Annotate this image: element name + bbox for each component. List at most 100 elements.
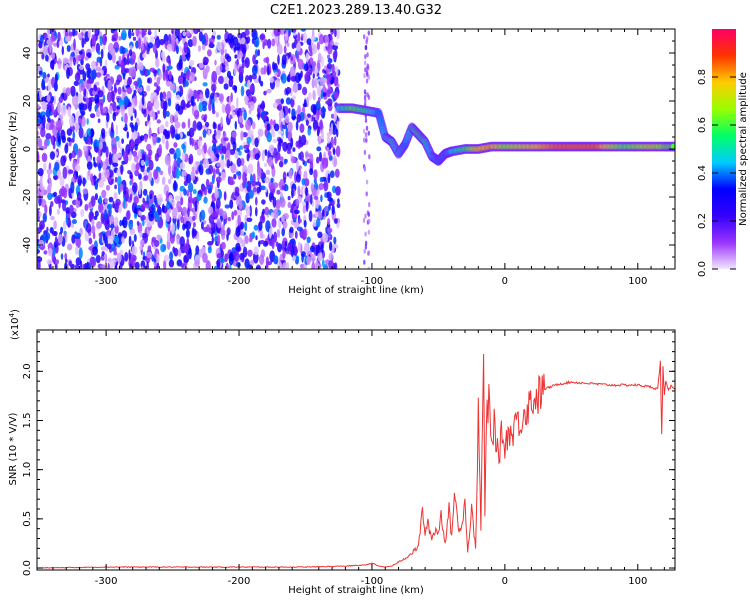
spectrogram-noise-cell: [304, 74, 310, 85]
spectrogram-noise-cell: [54, 73, 58, 84]
spectrogram-noise-cell: [148, 29, 151, 34]
spectrogram-noise-cell: [75, 245, 79, 256]
spectrogram-noise-cell: [111, 37, 117, 42]
spectrogram-noise-cell: [147, 42, 154, 49]
spectrogram-noise-cell: [271, 131, 276, 138]
spectrogram-noise-cell: [161, 50, 165, 59]
spectrogram-noise-cell: [107, 262, 110, 269]
spectrogram-noise-cell: [67, 137, 72, 142]
spectrogram-noise-cell: [148, 120, 151, 128]
spectrogram-noise-cell: [278, 138, 283, 144]
spectrogram-noise-cell: [251, 29, 258, 41]
spectrogram-noise-cell: [182, 31, 187, 37]
spectrogram-noise-cell: [64, 144, 69, 154]
spectrogram-noise-cell: [168, 259, 175, 268]
spectrogram-noise-cell: [153, 99, 160, 111]
spectrogram-noise-cell: [121, 29, 127, 41]
spectrogram-noise-cell: [212, 109, 216, 115]
spectrogram-noise-cell: [37, 118, 43, 123]
snr-y-axis: 0.0 0.5 1.0 1.5 2.0: [22, 331, 675, 576]
spectrogram-noise-cell: [275, 98, 281, 104]
spectrogram-noise-cell: [314, 67, 318, 76]
spectrogram-noise-cell: [303, 99, 307, 108]
spectrogram-noise-cell: [139, 62, 144, 71]
spectrogram-noise-cell: [329, 170, 335, 178]
spectrogram-noise-cell: [174, 133, 181, 139]
spectrogram-noise-cell: [154, 199, 158, 206]
x-tick-label: 0: [502, 276, 508, 287]
spectrogram-noise-cell: [318, 34, 325, 45]
spectrogram-noise-cell: [66, 45, 71, 52]
spectrogram-noise-cell: [89, 96, 95, 103]
spectrogram-noise-cell: [316, 217, 321, 228]
spectrogram-noise-cell: [169, 83, 176, 92]
spectrogram-noise-cell: [180, 216, 185, 224]
spectrogram-noise-cell: [336, 29, 340, 40]
spectrogram-noise-cell: [60, 226, 64, 234]
x-tick-label: -300: [95, 276, 118, 287]
spectrogram-noise-cell: [262, 208, 265, 215]
spectrogram-noise-cell: [236, 157, 242, 167]
spectrogram-noise-cell: [282, 171, 287, 182]
spectrogram-noise-cell: [240, 157, 245, 167]
spectrogram-noise-cell: [332, 185, 337, 194]
spectrogram-noise-cell: [90, 195, 96, 207]
spectrogram-noise-cell: [238, 66, 244, 76]
spectrogram-noise-cell: [281, 227, 286, 237]
spectrogram-noise-cell: [122, 216, 128, 229]
spectrogram-noise-cell: [287, 74, 291, 82]
spectrogram-noise-cell: [105, 184, 111, 191]
spectrogram-noise-cell: [190, 95, 195, 107]
spectrogram-noise-cell: [274, 155, 278, 164]
spectrogram-noise-cell: [154, 152, 159, 162]
spectrogram-noise-cell: [66, 67, 70, 80]
spectrogram-noise-cell: [187, 118, 191, 129]
spectrogram-noise-cell: [367, 30, 370, 36]
spectrogram-noise-cell: [300, 185, 304, 198]
spectrogram-noise-cell: [129, 171, 133, 179]
spectrogram-noise-cell: [183, 80, 189, 87]
spectrogram-noise-cell: [91, 45, 96, 52]
spectrogram-noise-cell: [365, 137, 368, 143]
spectrogram-noise-cell: [152, 43, 157, 54]
spectrogram-noise-cell: [205, 88, 210, 99]
spectrogram-noise-cell: [245, 119, 252, 131]
spectrogram-noise-cell: [269, 119, 274, 126]
spectrogram-noise-cell: [244, 235, 249, 245]
spectrogram-noise-cell: [226, 227, 231, 236]
spectrogram-noise-cell: [231, 193, 234, 200]
spectrogram-noise-cell: [274, 35, 278, 46]
spectrogram-noise-cell: [84, 203, 89, 212]
spectrogram-noise-cell: [297, 185, 301, 197]
spectrogram-noise-cell: [186, 190, 190, 197]
spectrogram-noise-cell: [84, 230, 90, 242]
spectrogram-noise-cell: [129, 193, 133, 201]
spectrogram-noise-cell: [134, 261, 140, 269]
spectrogram-noise-cell: [114, 184, 117, 190]
spectrogram-noise-cell: [183, 254, 190, 263]
spectrogram-noise-cell: [265, 256, 269, 267]
spectrogram-noise-cell: [332, 44, 338, 51]
spectrogram-noise-cell: [165, 140, 169, 150]
spectrogram-noise-cell: [47, 81, 52, 92]
spectrogram-noise-cell: [120, 164, 124, 175]
spectrogram-noise-cell: [131, 83, 135, 92]
x-tick-label: 100: [628, 576, 647, 587]
spectrogram-noise-cell: [223, 137, 229, 142]
spectrogram-noise-cell: [297, 40, 301, 52]
spectrogram-noise-cell: [44, 139, 48, 150]
spectrogram-noise-cell: [315, 100, 321, 111]
spectrogram-noise-cell: [231, 111, 236, 118]
spectrogram-noise-cell: [302, 205, 306, 214]
spectrogram-noise-cell: [163, 259, 167, 269]
spectrogram-noise-cell: [53, 191, 58, 197]
spectrogram-noise-cell: [318, 86, 322, 97]
spectrogram-noise-cell: [314, 77, 318, 89]
spectrogram-noise-cell: [261, 100, 265, 112]
y-tick-label: 0.0: [22, 560, 33, 576]
spectrogram-noise-cell: [217, 145, 221, 151]
spectrogram-noise-cell: [72, 219, 77, 225]
spectrogram-noise-cell: [112, 153, 119, 164]
snr-x-axis-label: Height of straight line (km): [288, 585, 424, 596]
